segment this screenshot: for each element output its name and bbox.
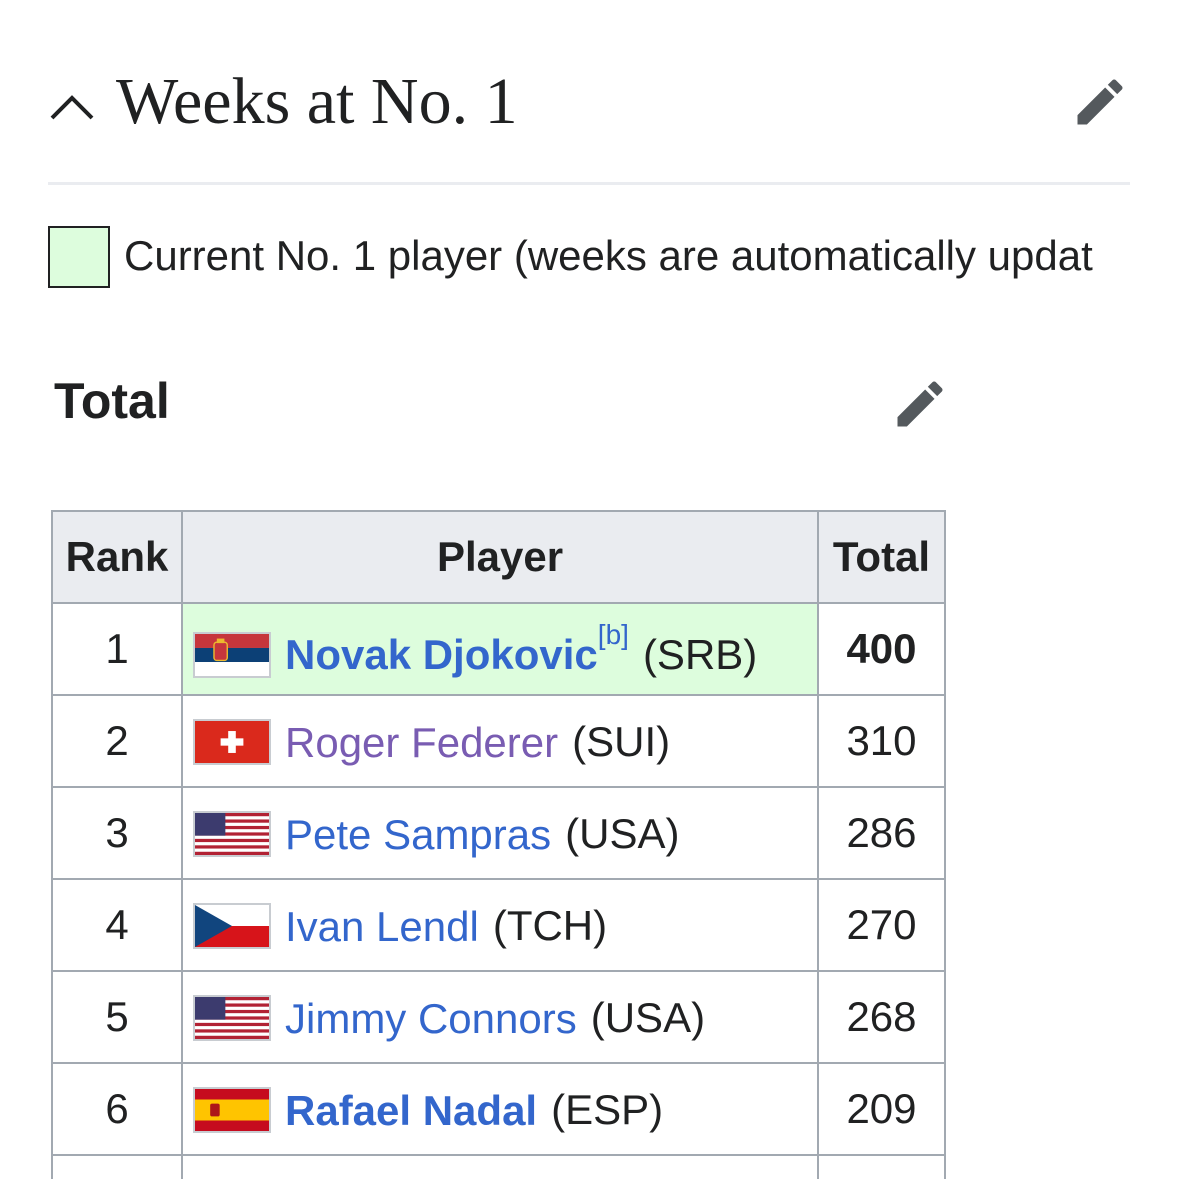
rank-cell: 2 [51, 694, 183, 788]
country-code: (SRB) [642, 630, 758, 678]
weeks-at-no1-table: Rank Player Total 1 Novak Djokovic[b] (SR… [51, 510, 946, 1179]
usa-flag-icon [193, 811, 271, 858]
switzerland-flag-icon [193, 719, 271, 766]
player-cell: Jimmy Connors (USA) [181, 970, 819, 1064]
rank-cell: 3 [51, 786, 183, 880]
country-code: (USA) [590, 994, 706, 1042]
table-row: 3 [51, 786, 946, 880]
total-cell: 310 [817, 694, 946, 788]
country-code: (ESP) [551, 1086, 664, 1134]
footnote-link[interactable]: [b] [597, 619, 629, 651]
player-cell: Rafael Nadal (ESP) [181, 1062, 819, 1156]
table-header-row: Rank Player Total [51, 510, 946, 604]
header-rank[interactable]: Rank [51, 510, 183, 604]
table-row-partial [51, 1154, 946, 1179]
player-cell: Ivan Lendl (TCH) [181, 878, 819, 972]
table-row: 4 Ivan Lendl (TCH) 270 [51, 878, 946, 972]
legend-swatch [48, 226, 110, 288]
total-cell: 268 [817, 970, 946, 1064]
pencil-icon[interactable] [890, 374, 950, 434]
serbia-flag-icon [193, 631, 271, 678]
player-link[interactable]: Roger Federer [285, 718, 559, 766]
total-cell: 209 [817, 1062, 946, 1156]
player-link[interactable]: Novak Djokovic [285, 630, 598, 678]
player-link[interactable]: Jimmy Connors [285, 994, 577, 1042]
player-link[interactable]: Ivan Lendl [285, 902, 479, 950]
header-total[interactable]: Total [817, 510, 946, 604]
table-row: 1 Novak Djokovic[b] (SRB) 400 [51, 602, 946, 696]
section-title: Weeks at No. 1 [116, 65, 518, 138]
chevron-up-icon[interactable] [48, 86, 96, 126]
rank-cell: 5 [51, 970, 183, 1064]
total-cell: 286 [817, 786, 946, 880]
player-cell: Pete Sampras (USA) [181, 786, 819, 880]
legend-text: Current No. 1 player (weeks are automati… [124, 232, 1093, 279]
player-link[interactable]: Rafael Nadal [285, 1086, 538, 1134]
player-cell [181, 1154, 819, 1179]
player-cell: Roger Federer (SUI) [181, 694, 819, 788]
country-code: (USA) [565, 810, 680, 858]
total-cell: 270 [817, 878, 946, 972]
total-cell [817, 1154, 946, 1179]
rank-cell [51, 1154, 183, 1179]
player-cell: Novak Djokovic[b] (SRB) [181, 602, 819, 696]
table-row: 2 Roger Federer (SUI) 310 [51, 694, 946, 788]
rank-cell: 1 [51, 602, 183, 696]
czechoslovakia-flag-icon [193, 903, 271, 950]
table-row: 5 [51, 970, 946, 1064]
subsection-title: Total [54, 373, 170, 429]
rank-cell: 4 [51, 878, 183, 972]
spain-flag-icon [193, 1087, 271, 1134]
usa-flag-icon [193, 995, 271, 1042]
header-player[interactable]: Player [181, 510, 819, 604]
country-code: (SUI) [572, 718, 671, 766]
section-header: Weeks at No. 1 [48, 58, 1130, 148]
table-row: 6 Rafael Nadal (ESP) 209 [51, 1062, 946, 1156]
country-code: (TCH) [492, 902, 608, 950]
legend: Current No. 1 player (weeks are automati… [48, 226, 1179, 288]
player-link[interactable]: Pete Sampras [285, 810, 552, 858]
rank-cell: 6 [51, 1062, 183, 1156]
pencil-icon[interactable] [1070, 72, 1130, 132]
section-divider [48, 182, 1130, 185]
total-cell: 400 [817, 602, 946, 696]
